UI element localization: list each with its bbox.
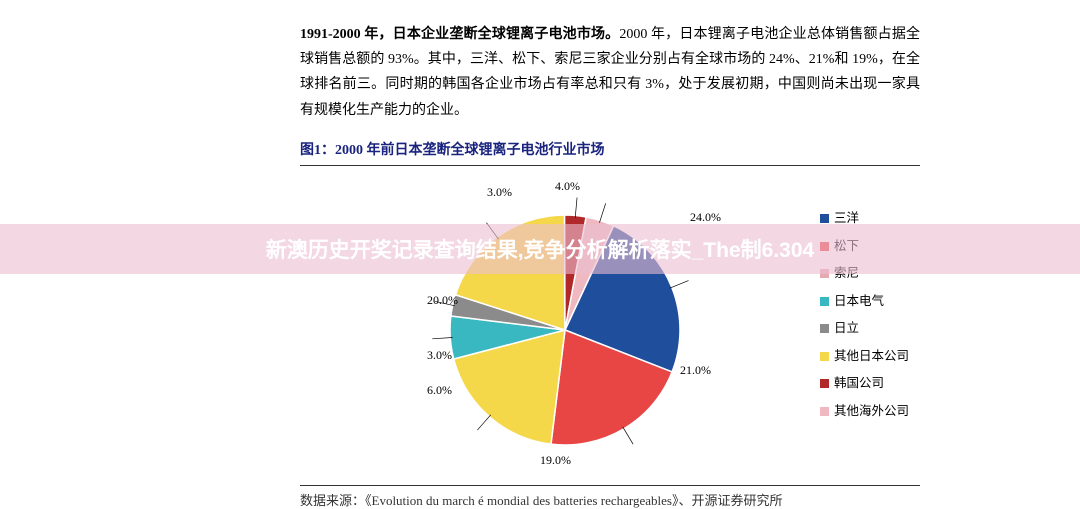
paragraph: 1991-2000 年，日本企业垄断全球锂离子电池市场。2000 年，日本锂离子… <box>300 22 920 123</box>
slice-label: 3.0% <box>427 348 452 363</box>
legend-item: 日立 <box>820 315 909 343</box>
slice-label: 4.0% <box>555 179 580 194</box>
legend-swatch <box>820 352 829 361</box>
legend-swatch <box>820 379 829 388</box>
legend-swatch <box>820 407 829 416</box>
legend-swatch <box>820 324 829 333</box>
overlay-band: 新澳历史开奖记录查询结果,竞争分析解析落实_The制6.304 <box>0 224 1080 274</box>
slice-label: 3.0% <box>487 185 512 200</box>
figure-title: 图1：2000 年前日本垄断全球锂离子电池行业市场 <box>300 139 920 166</box>
slice-label: 24.0% <box>690 210 721 225</box>
legend-item: 韩国公司 <box>820 370 909 398</box>
legend-label: 其他海外公司 <box>834 398 909 426</box>
slice-label: 19.0% <box>540 453 571 468</box>
legend-item: 日本电气 <box>820 288 909 316</box>
legend-swatch <box>820 214 829 223</box>
legend-label: 日本电气 <box>834 288 884 316</box>
pie-chart: 24.0%21.0%19.0%6.0%3.0%20.0%3.0%4.0% 三洋松… <box>300 175 940 475</box>
legend-label: 其他日本公司 <box>834 343 909 371</box>
slice-label: 20.0% <box>427 293 458 308</box>
legend-swatch <box>820 297 829 306</box>
legend-item: 其他日本公司 <box>820 343 909 371</box>
legend-label: 日立 <box>834 315 859 343</box>
legend-label: 韩国公司 <box>834 370 884 398</box>
slice-label: 6.0% <box>427 383 452 398</box>
slice-label: 21.0% <box>680 363 711 378</box>
pie-svg <box>430 175 700 475</box>
overlay-text: 新澳历史开奖记录查询结果,竞争分析解析落实_The制6.304 <box>266 234 814 264</box>
para-lead: 1991-2000 年，日本企业垄断全球锂离子电池市场。 <box>300 27 619 42</box>
legend-item: 其他海外公司 <box>820 398 909 426</box>
content-block: 1991-2000 年，日本企业垄断全球锂离子电池市场。2000 年，日本锂离子… <box>300 8 920 166</box>
data-source: 数据来源：《Evolution du march é mondial des b… <box>300 485 920 509</box>
